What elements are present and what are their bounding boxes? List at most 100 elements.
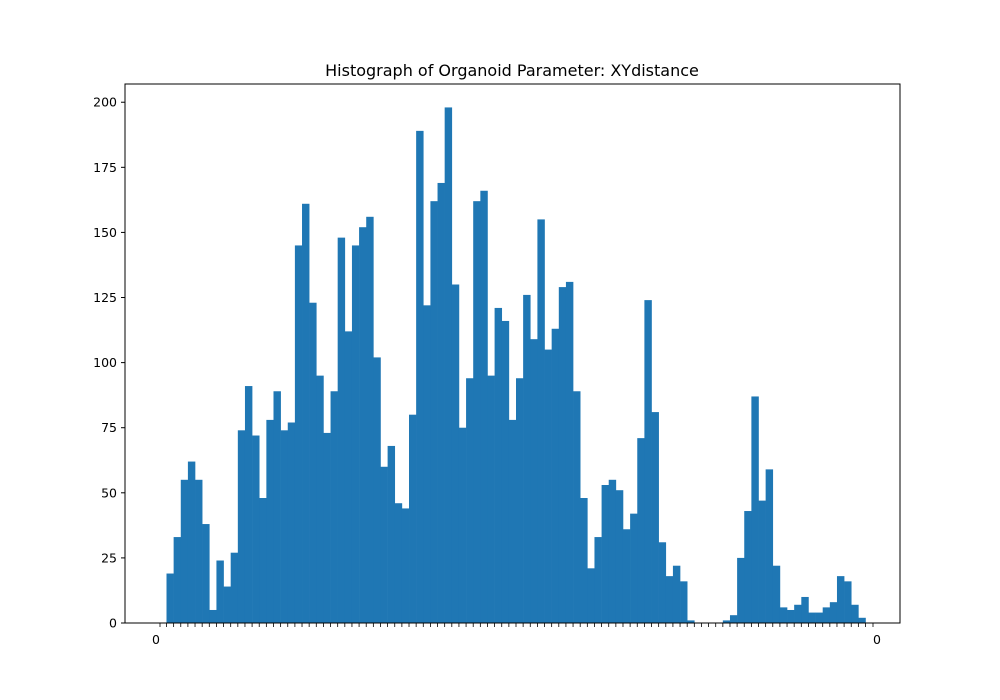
histogram-bar (801, 596, 809, 623)
histogram-bar (330, 391, 338, 623)
histogram-bar (202, 524, 210, 623)
y-tick-label: 200 (93, 95, 117, 110)
histogram-bar (180, 479, 189, 623)
histogram-bar (266, 419, 274, 623)
histogram-bar (209, 609, 217, 623)
histogram-bar (858, 617, 866, 623)
histogram-bar (779, 607, 788, 623)
histogram-bar (230, 552, 239, 623)
histogram-bar (366, 216, 374, 624)
histogram-bar (394, 503, 403, 623)
histogram-bar (672, 565, 681, 623)
histogram-bar (523, 294, 531, 623)
y-tick-label: 0 (109, 616, 117, 631)
histogram-bar (630, 513, 638, 623)
histogram-bar (501, 320, 510, 623)
histogram-bar (409, 414, 417, 623)
histogram-bar (516, 378, 524, 623)
histogram-bar (173, 537, 182, 623)
histogram-bar (316, 375, 324, 623)
histogram-bar (473, 201, 481, 624)
histogram-bar (787, 609, 795, 623)
histogram-bar (237, 430, 246, 623)
histogram-bar (423, 305, 431, 623)
histogram-bar (430, 201, 438, 624)
histogram-bar (744, 511, 752, 623)
histogram-bar (387, 445, 396, 623)
histogram-bar (280, 430, 289, 623)
histogram-bar (337, 237, 346, 623)
histogram-bar (844, 581, 852, 623)
histogram-bar (622, 529, 631, 623)
histogram-bar (380, 466, 388, 623)
x-tick-label-last: 0 (873, 632, 881, 647)
histogram-bar (416, 130, 424, 623)
histogram-bar (444, 107, 453, 624)
histogram-bar (637, 438, 645, 623)
histogram-bar (544, 349, 552, 623)
histogram-bar (451, 284, 460, 623)
y-tick-label: 100 (93, 355, 117, 370)
histogram-bar (573, 391, 581, 623)
y-tick-label: 50 (101, 485, 117, 500)
histogram-bar (480, 190, 488, 623)
histogram-bar (244, 386, 253, 623)
histogram-bar (722, 620, 731, 623)
histogram-bar (658, 542, 667, 623)
histogram-bar (772, 565, 781, 623)
histogram-bar (344, 331, 353, 623)
chart-title: Histograph of Organoid Parameter: XYdist… (325, 61, 699, 80)
histogram-bar (815, 612, 823, 623)
histogram-bar (808, 612, 816, 623)
y-axis: 0 25 50 75 100 125 150 175 200 (93, 95, 125, 631)
histogram-bar (737, 557, 745, 623)
histogram-bar (287, 422, 296, 623)
histogram-bar (323, 432, 331, 623)
histogram-bar (758, 500, 766, 623)
histogram-bar (259, 498, 267, 623)
histogram-bar (551, 328, 560, 623)
histogram-bar (359, 227, 367, 623)
histogram-bar (537, 219, 545, 623)
histogram-bar (458, 427, 467, 623)
histogram-bar (309, 302, 317, 623)
histogram-bar (587, 568, 595, 623)
histogram-bar (216, 560, 224, 623)
histogram-bar (794, 604, 802, 623)
histogram-bar (166, 573, 174, 623)
y-tick-label: 150 (93, 225, 117, 240)
histogram-bar (680, 581, 688, 623)
histogram-bar (615, 490, 624, 623)
histogram-bar (223, 586, 231, 623)
histogram-bar (187, 461, 196, 623)
histogram-bar (273, 391, 281, 623)
y-tick-label: 125 (93, 290, 117, 305)
histogram-bar (351, 245, 360, 623)
histogram-bar (687, 620, 695, 623)
histogram-bar (601, 485, 610, 623)
histogram-bar (294, 245, 303, 623)
histogram-bar (580, 498, 588, 623)
histogram-bar (508, 419, 517, 623)
histogram-bar (851, 604, 859, 623)
histogram-bar (665, 576, 674, 623)
histogram-bar (822, 607, 831, 623)
histogram-bar (729, 615, 738, 623)
histogram-bar (494, 307, 503, 623)
histogram-bar (558, 287, 567, 623)
y-tick-label: 175 (93, 160, 117, 175)
histogram-bar (302, 203, 310, 623)
histogram-bar (765, 469, 774, 623)
histogram-bar (195, 479, 203, 623)
histogram-bar (594, 537, 602, 623)
histogram-bar (751, 396, 759, 623)
histogram-bar (565, 281, 574, 623)
histogram-bar (466, 378, 474, 623)
histogram-bar (608, 479, 617, 623)
histogram-bar (401, 508, 410, 623)
bars-group (166, 107, 866, 624)
x-tick-label-first: 0 (152, 632, 160, 647)
histogram-bar (530, 339, 538, 623)
